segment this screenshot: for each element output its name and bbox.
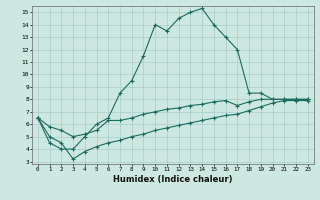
X-axis label: Humidex (Indice chaleur): Humidex (Indice chaleur) — [113, 175, 233, 184]
